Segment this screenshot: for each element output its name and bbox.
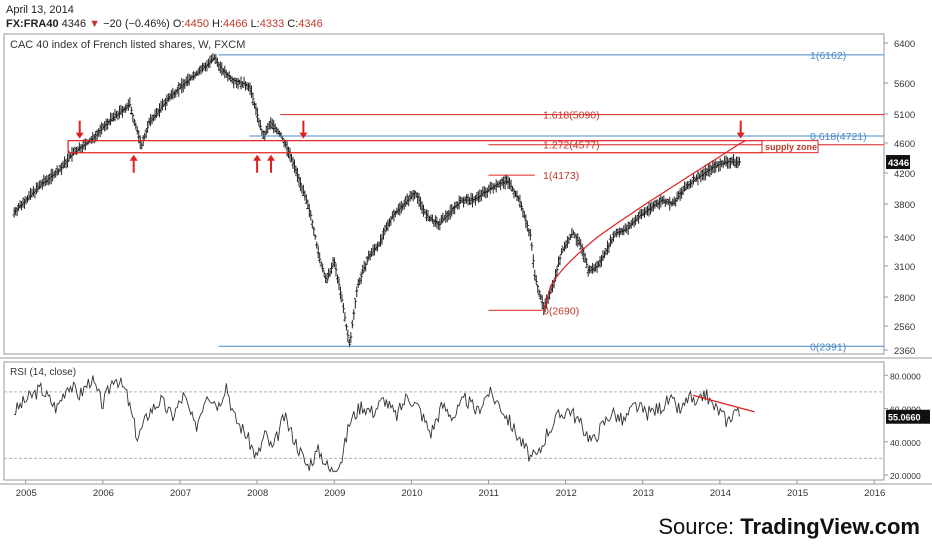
year-tick-label: 2014 [710,488,731,499]
price-tick-label: 2800 [894,293,915,304]
last-price: 4346 [61,18,87,30]
fib-level-label: 0.618(4721) [810,131,867,143]
chart-title: CAC 40 index of French listed shares, W,… [10,39,245,51]
arrow-down-icon [75,120,84,139]
rsi-tick-label: 60.0000 [890,405,921,415]
high-value: 4466 [223,18,248,30]
price-tick-label: 3400 [894,233,915,244]
price-tick-label: 3100 [894,262,915,273]
year-tick-label: 2016 [864,488,885,499]
price-pane: CAC 40 index of French listed shares, W,… [0,33,932,359]
symbol-quote-line: FX:FRA40 4346 ▼ −20 (−0.46%) O:4450 H:44… [6,18,323,30]
low-value: 4333 [259,18,285,30]
x-axis: 2005 2006 2007 2008 2009 2010 2011 2012 2013 2014… [16,480,885,499]
supply-zone-box [67,140,763,154]
open-value: 4450 [184,18,209,30]
year-tick-label: 2005 [16,488,37,499]
fib-level-label: 1(6162) [810,50,846,62]
price-tick-label: 6400 [894,39,915,50]
rsi-tick-label: 80.0000 [890,371,921,381]
change-arrow-icon: ▼ [89,18,101,30]
fib-level-label: 1(4173) [543,170,579,182]
rsi-value-badge [886,409,930,424]
year-tick-label: 2007 [170,488,191,499]
arrow-head [736,132,745,139]
price-tick-label: 5600 [894,79,915,90]
price-change: −20 (−0.46%) [103,18,170,30]
close-label: C: [287,18,299,30]
rsi-pane: RSI (14, close) 80.0000 60.0000 40.0000 20.0… [0,361,932,485]
high-label: H: [212,18,224,30]
rsi-tick-label: 40.0000 [890,438,921,448]
year-tick-label: 2011 [478,488,498,499]
year-tick-label: 2010 [401,488,422,499]
year-tick-label: 2015 [787,488,808,499]
price-tick-label: 4200 [894,169,915,180]
price-tick-label: 2360 [894,346,915,357]
arrow-down-icon [736,120,745,139]
arrow-up-icon [129,154,138,173]
arrow-up-icon [253,154,262,173]
trend-arc [543,140,746,311]
fib-level-label: 1.618(5090) [543,110,600,122]
rsi-title: RSI (14, close) [10,367,76,378]
chart-date: April 13, 2014 [6,4,74,16]
price-tick-label: 4600 [894,139,915,150]
arrow-head [75,132,84,139]
last-price-badge-text: 4346 [888,158,909,169]
fib-level-label: 1.272(4577) [543,140,600,152]
low-label: L: [250,18,260,30]
price-tick-label: 3800 [894,200,915,211]
price-frame [3,33,885,355]
arrow-head [129,154,138,161]
supply-zone-label: supply zone [765,142,817,152]
rsi-value-badge-text: 55.0660 [888,413,921,423]
price-tick-label: 5100 [894,110,915,121]
rsi-divergence-line [692,394,755,413]
rsi-tick-label: 20.0000 [890,471,921,481]
arrow-head [253,154,262,161]
year-tick-label: 2012 [556,488,577,499]
supply-zone-tag [761,140,819,154]
arrow-down-icon [299,120,308,139]
year-tick-label: 2013 [633,488,654,499]
year-tick-label: 2006 [93,488,114,499]
year-tick-label: 2008 [247,488,268,499]
open-label: O: [172,18,185,30]
arrow-head [299,132,308,139]
rsi-line [14,375,740,473]
arrow-head [266,154,275,161]
price-tick-label: 2560 [894,322,915,333]
arrow-up-icon [266,154,275,173]
price-bars [12,53,741,348]
fib-level-label: 0(2391) [810,341,846,353]
fib-level-label: 0(2690) [543,305,579,317]
year-tick-label: 2009 [324,488,345,499]
source-prefix: Source: [658,514,741,539]
last-price-badge [886,155,910,170]
symbol[interactable]: FX:FRA40 [6,18,59,30]
source-credit: Source: TradingView.com [658,514,920,540]
rsi-frame [3,361,885,481]
close-value: 4346 [298,18,323,30]
source-brand: TradingView.com [740,514,920,539]
